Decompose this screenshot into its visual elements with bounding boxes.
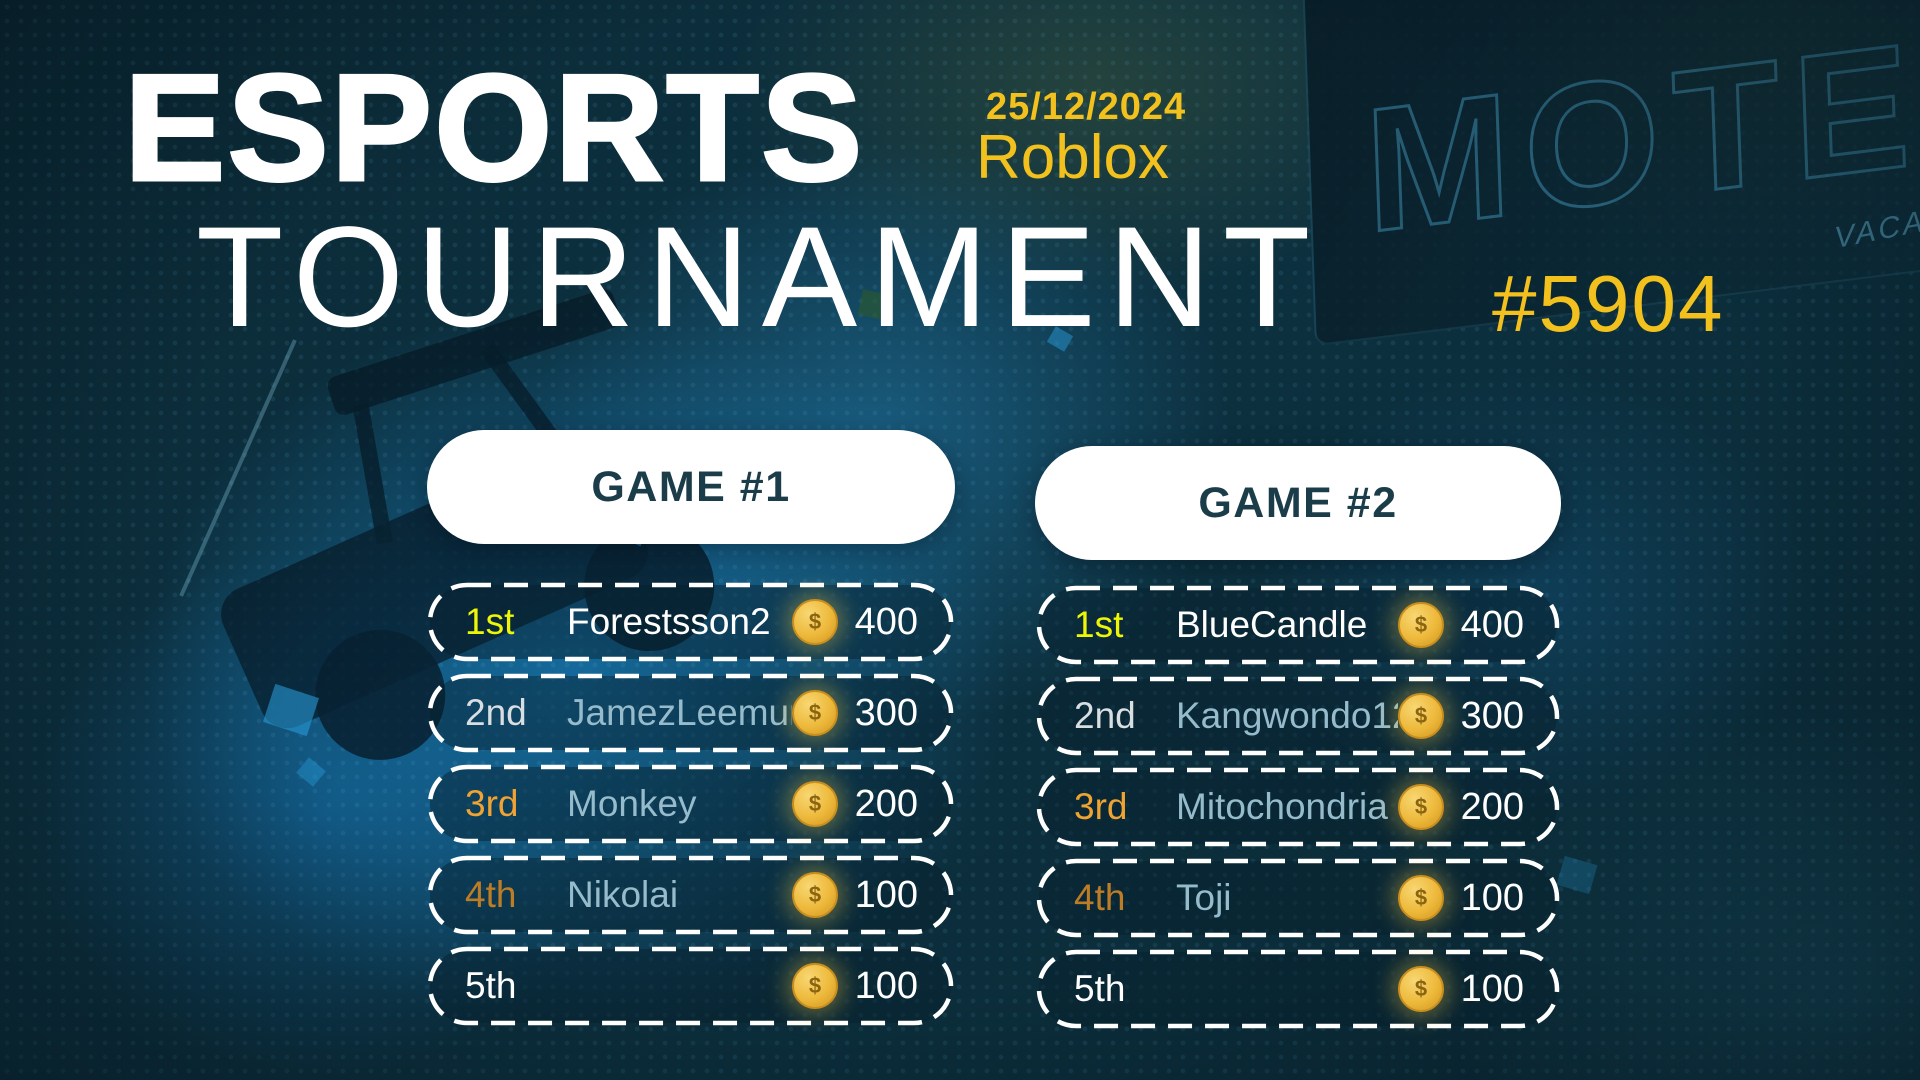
points-value: 100 [854, 873, 918, 916]
points-value: 200 [1460, 785, 1524, 828]
coin-icon: $ [792, 872, 838, 918]
player-name: Nikolai [567, 874, 679, 915]
player-name: Forestsson2 [567, 601, 771, 642]
game2-row-1st: 1st BlueCandle $ 400 [1036, 585, 1560, 665]
game1-row-2nd: 2nd JamezLeemur $ 300 [427, 673, 954, 753]
game2-row-3rd: 3rd Mitochondria $ 200 [1036, 767, 1560, 847]
game2-row-5th: 5th $ 100 [1036, 949, 1560, 1029]
player-name: Toji [1176, 877, 1232, 918]
game1-row-1st: 1st Forestsson2 $ 400 [427, 582, 954, 662]
coin-icon: $ [792, 963, 838, 1009]
points-value: 100 [854, 964, 918, 1007]
title-tournament: TOURNAMENT [196, 198, 1323, 357]
rank-label: 3rd [465, 783, 519, 824]
points-value: 300 [854, 691, 918, 734]
points-value: 400 [854, 600, 918, 643]
rank-label: 5th [465, 965, 517, 1006]
game2-title: GAME #2 [1198, 478, 1398, 527]
game1-row-3rd: 3rd Monkey $ 200 [427, 764, 954, 844]
rank-label: 2nd [465, 692, 527, 733]
coin-icon: $ [1398, 966, 1444, 1012]
points-value: 400 [1460, 603, 1524, 646]
coin-icon: $ [792, 599, 838, 645]
game1-header-pill: GAME #1 [427, 430, 955, 544]
player-name: Monkey [567, 783, 697, 824]
rank-label: 2nd [1074, 695, 1136, 736]
points-value: 300 [1460, 694, 1524, 737]
player-name: BlueCandle [1176, 604, 1368, 645]
rank-label: 1st [465, 601, 515, 642]
tournament-id: #5904 [1492, 259, 1725, 348]
game2-header-pill: GAME #2 [1035, 446, 1561, 560]
coin-icon: $ [792, 781, 838, 827]
game1-title: GAME #1 [591, 462, 791, 511]
rank-label: 4th [1074, 877, 1126, 918]
coin-icon: $ [1398, 784, 1444, 830]
player-name: Mitochondria [1176, 786, 1388, 827]
game2-row-4th: 4th Toji $ 100 [1036, 858, 1560, 938]
coin-icon: $ [1398, 693, 1444, 739]
game2-row-2nd: 2nd Kangwondo12 $ 300 [1036, 676, 1560, 756]
coin-icon: $ [792, 690, 838, 736]
player-name: Kangwondo12 [1176, 695, 1398, 736]
title-esports: ESPORTS [122, 43, 865, 213]
points-value: 100 [1460, 967, 1524, 1010]
points-value: 200 [854, 782, 918, 825]
tournament-date: 25/12/2024 [986, 86, 1187, 128]
rank-label: 1st [1074, 604, 1124, 645]
coin-icon: $ [1398, 602, 1444, 648]
platform-label: Roblox [976, 123, 1169, 192]
player-name: JamezLeemur [567, 692, 792, 733]
rank-label: 4th [465, 874, 517, 915]
rank-label: 5th [1074, 968, 1126, 1009]
coin-icon: $ [1398, 875, 1444, 921]
rank-label: 3rd [1074, 786, 1128, 827]
game1-row-4th: 4th Nikolai $ 100 [427, 855, 954, 935]
points-value: 100 [1460, 876, 1524, 919]
game1-row-5th: 5th $ 100 [427, 946, 954, 1026]
